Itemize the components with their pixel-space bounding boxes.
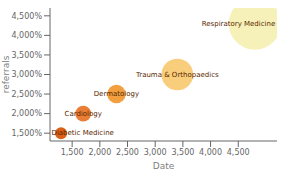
- svg-text:1,500%: 1,500%: [11, 129, 42, 138]
- svg-text:Cardiology: Cardiology: [65, 110, 102, 118]
- svg-text:2,500: 2,500: [116, 148, 139, 157]
- svg-text:Date: Date: [153, 161, 175, 171]
- svg-text:1,500: 1,500: [61, 148, 84, 157]
- svg-text:2,500%: 2,500%: [11, 90, 42, 99]
- svg-text:referrals: referrals: [1, 55, 11, 93]
- svg-text:Diabetic Medicine: Diabetic Medicine: [52, 129, 114, 137]
- svg-text:4,000%: 4,000%: [11, 31, 42, 40]
- svg-text:4,500%: 4,500%: [11, 12, 42, 21]
- svg-text:Trauma & Orthopaedics: Trauma & Orthopaedics: [135, 71, 219, 79]
- svg-text:3,500%: 3,500%: [11, 51, 42, 60]
- svg-text:4,500: 4,500: [227, 148, 250, 157]
- svg-text:2,000%: 2,000%: [11, 109, 42, 118]
- svg-text:2,000: 2,000: [88, 148, 111, 157]
- svg-text:3,000: 3,000: [144, 148, 167, 157]
- svg-text:Dermatology: Dermatology: [94, 90, 139, 98]
- svg-text:3,000%: 3,000%: [11, 70, 42, 79]
- svg-text:Respiratory Medicine: Respiratory Medicine: [202, 20, 276, 28]
- svg-text:4,000: 4,000: [199, 148, 222, 157]
- svg-text:3,500: 3,500: [171, 148, 194, 157]
